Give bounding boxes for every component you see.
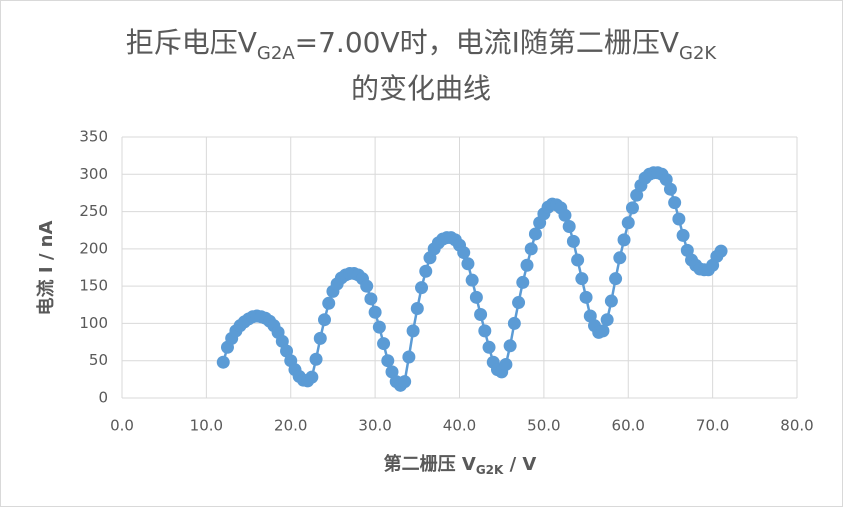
data-point: [385, 365, 399, 379]
data-point: [465, 273, 479, 287]
data-point: [676, 228, 690, 242]
data-point: [609, 272, 623, 286]
data-point: [680, 243, 694, 257]
data-point: [313, 331, 327, 345]
chart-title-line2: 的变化曲线: [351, 72, 491, 105]
data-point: [600, 313, 614, 327]
x-label-part: / V: [503, 454, 536, 475]
y-tick-label: 250: [79, 202, 108, 220]
data-point: [621, 216, 635, 230]
x-tick-label: 20.0: [274, 417, 307, 435]
data-point: [457, 246, 471, 260]
data-point: [364, 292, 378, 306]
data-point: [474, 307, 488, 321]
data-point: [617, 233, 631, 247]
chart-title: 拒斥电压VG2A=7.00V时，电流I随第二栅压VG2K: [126, 26, 718, 64]
data-point: [528, 227, 542, 241]
data-point: [275, 334, 289, 348]
x-tick-label: 10.0: [190, 417, 223, 435]
data-point: [507, 316, 521, 330]
data-point: [558, 208, 572, 222]
data-point: [583, 309, 597, 323]
data-point: [469, 290, 483, 304]
y-tick-label: 0: [98, 389, 108, 407]
data-point: [672, 212, 686, 226]
title-sub: G2A: [257, 43, 295, 64]
data-point: [659, 173, 673, 187]
y-tick-label: 350: [79, 128, 108, 146]
title-part: =7.00V时，电流I随第二栅压V: [295, 26, 679, 59]
y-axis-label: 电流 I / nA: [35, 221, 57, 316]
data-point: [714, 244, 728, 258]
y-tick-label: 150: [79, 277, 108, 295]
x-tick-label: 40.0: [443, 417, 476, 435]
data-point: [415, 281, 429, 295]
plot-area: 0 50 100 150 200 250 300 350 0.0 10.0 20.0 30.0 40.0…: [79, 128, 813, 435]
data-point: [625, 201, 639, 215]
data-point: [360, 279, 374, 293]
data-point: [579, 290, 593, 304]
data-point: [596, 324, 610, 338]
title-part: 拒斥电压V: [126, 26, 257, 59]
data-point: [318, 313, 331, 327]
x-label-sub: G2K: [476, 463, 504, 477]
data-point: [516, 275, 530, 289]
data-point: [398, 375, 412, 389]
data-point: [309, 352, 323, 366]
data-point: [478, 324, 492, 338]
data-point: [524, 242, 538, 256]
data-point: [520, 258, 534, 272]
data-point: [566, 234, 580, 248]
x-tick-label: 80.0: [780, 417, 813, 435]
title-sub: G2K: [679, 43, 717, 64]
data-point: [368, 305, 382, 319]
data-point: [410, 302, 424, 316]
data-point: [562, 219, 576, 233]
data-point: [571, 253, 585, 267]
y-tick-label: 100: [79, 314, 108, 332]
data-point: [668, 196, 682, 210]
data-point: [402, 350, 416, 364]
data-point: [372, 320, 386, 334]
y-tick-label: 200: [79, 239, 108, 257]
data-point: [322, 296, 336, 310]
data-point: [377, 337, 391, 351]
data-point: [419, 264, 433, 278]
data-point: [575, 272, 589, 286]
x-axis-label: 第二栅压 VG2K / V: [384, 453, 537, 477]
data-point: [461, 257, 475, 271]
x-tick-label: 30.0: [358, 417, 391, 435]
data-point: [280, 344, 294, 358]
data-point: [216, 355, 230, 369]
data-point: [604, 294, 618, 308]
data-point: [381, 354, 395, 368]
data-point: [512, 296, 526, 310]
data-point: [503, 339, 517, 353]
x-tick-label: 70.0: [696, 417, 729, 435]
data-point: [613, 251, 627, 265]
y-tick-label: 300: [79, 165, 108, 183]
data-point: [406, 324, 420, 338]
y-tick-label: 50: [89, 351, 108, 369]
data-point: [499, 357, 513, 371]
x-label-part: 第二栅压 V: [384, 453, 476, 475]
data-point: [305, 370, 319, 384]
x-tick-label: 0.0: [110, 417, 134, 435]
x-tick-label: 50.0: [527, 417, 560, 435]
data-point: [482, 340, 496, 354]
data-point: [663, 182, 677, 196]
x-tick-label: 60.0: [612, 417, 645, 435]
data-point: [630, 188, 644, 202]
